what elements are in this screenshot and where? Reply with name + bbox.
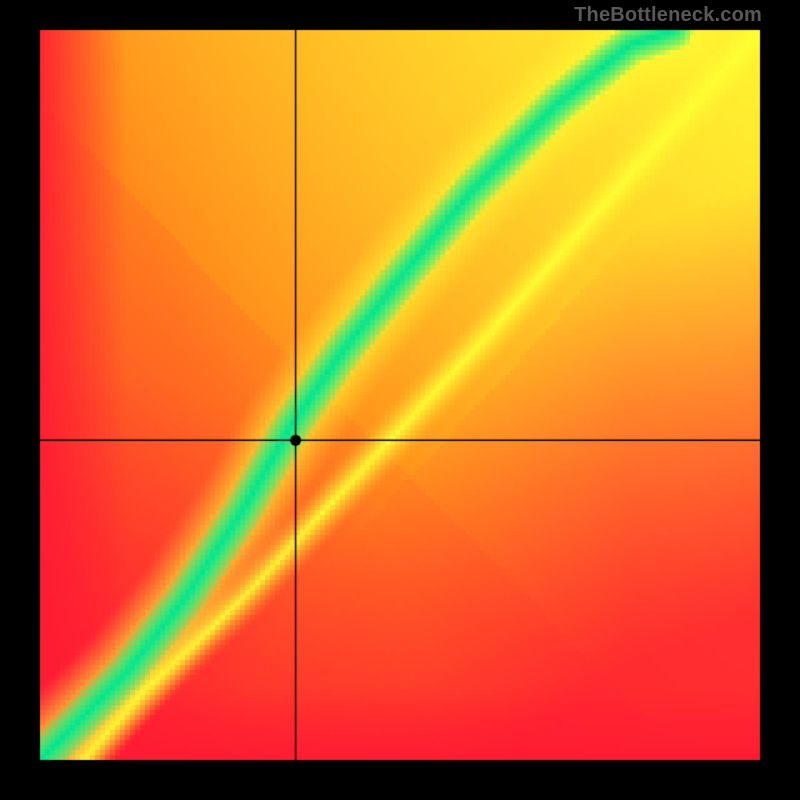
watermark-text: TheBottleneck.com (574, 4, 762, 27)
chart-container: TheBottleneck.com (0, 0, 800, 800)
heatmap-canvas (0, 0, 800, 800)
